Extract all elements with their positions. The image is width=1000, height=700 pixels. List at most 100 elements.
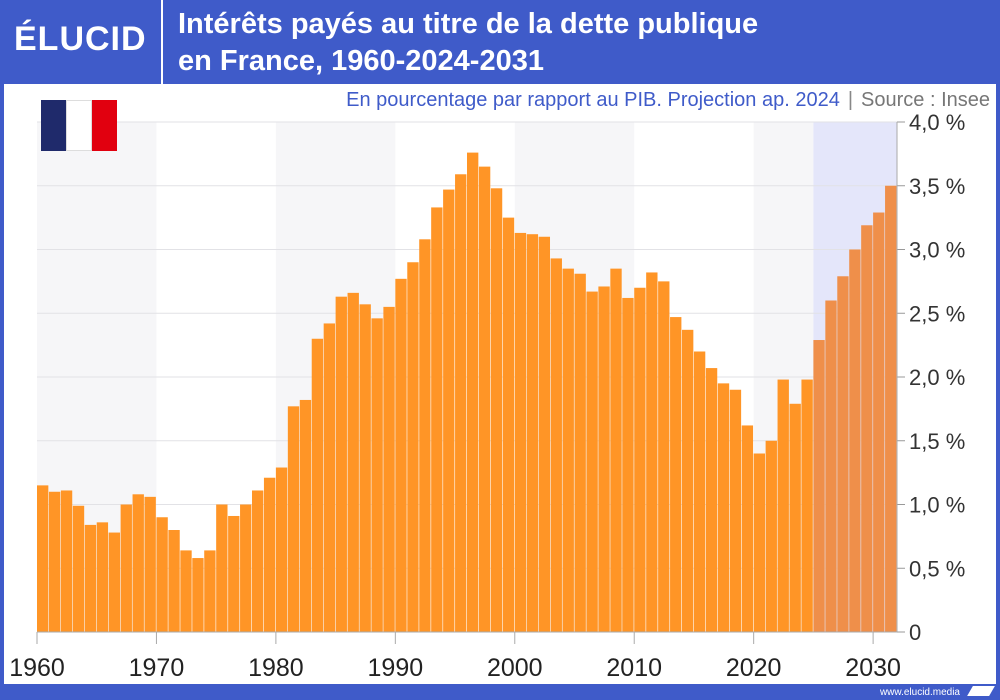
title-line-2: en France, 1960-2024-2031 [178, 45, 544, 77]
bar-1981 [287, 406, 300, 632]
x-tick-label: 1990 [368, 654, 424, 682]
chart-title: Intérêts payés au titre de la dette publ… [178, 6, 758, 80]
bar-2031 [885, 185, 897, 632]
bar-2003 [550, 258, 562, 632]
bar-1968 [132, 494, 144, 632]
bar-1967 [120, 504, 132, 632]
bar-2008 [610, 268, 622, 632]
x-tick-label: 1960 [9, 654, 65, 682]
bar-2017 [717, 383, 730, 632]
bar-1986 [347, 292, 359, 632]
bar-1971 [168, 530, 180, 632]
bar-2025 [813, 340, 825, 632]
x-tick-label: 2030 [845, 654, 901, 682]
bar-2009 [622, 297, 634, 632]
y-tick-label: 4,0 % [909, 110, 965, 135]
bar-1972 [180, 550, 192, 632]
bar-1977 [240, 504, 252, 632]
bar-1991 [407, 262, 419, 632]
bar-1982 [299, 399, 312, 632]
bar-1978 [252, 490, 264, 632]
flag-white [65, 100, 93, 151]
bar-1961 [48, 491, 61, 632]
bar-1973 [192, 558, 204, 632]
bar-2029 [861, 225, 873, 632]
subtitle-text: En pourcentage par rapport au PIB. Proje… [346, 89, 840, 111]
flag-blue [41, 100, 66, 151]
bar-1965 [96, 522, 109, 632]
bar-2000 [514, 232, 527, 633]
bar-1996 [467, 152, 479, 632]
x-tick-label: 2020 [726, 654, 782, 682]
bar-1974 [204, 550, 216, 632]
bar-2019 [741, 425, 754, 632]
bar-1994 [443, 189, 455, 632]
flag-red [92, 100, 118, 151]
bar-2006 [586, 291, 598, 632]
bar-1985 [335, 296, 347, 632]
x-tick-label: 1970 [129, 654, 185, 682]
y-tick-label: 1,0 % [909, 493, 965, 518]
bar-1980 [275, 467, 288, 632]
subtitle-separator: | [847, 89, 854, 111]
bar-1975 [216, 504, 228, 632]
bar-2027 [837, 276, 849, 632]
bar-1963 [72, 505, 85, 632]
bar-1969 [144, 496, 156, 632]
bar-2013 [670, 317, 682, 632]
subtitle: En pourcentage par rapport au PIB. Proje… [346, 89, 990, 112]
source-text: Source : Insee [861, 89, 990, 111]
footer-url[interactable]: www.elucid.media [879, 687, 960, 698]
bar-2022 [777, 379, 789, 632]
bar-2030 [873, 212, 885, 632]
bar-1979 [263, 477, 276, 632]
bar-2011 [646, 272, 658, 632]
bar-1960 [37, 485, 49, 632]
bar-2012 [658, 281, 670, 632]
bar-2015 [693, 351, 706, 632]
bar-2020 [753, 453, 766, 632]
bar-2002 [538, 236, 551, 632]
bar-1995 [455, 174, 467, 632]
bar-1983 [311, 338, 324, 632]
x-tick-label: 2010 [606, 654, 662, 682]
bar-1990 [395, 278, 407, 632]
bar-2005 [574, 273, 586, 632]
x-tick-label: 2000 [487, 654, 543, 682]
bar-2014 [682, 329, 694, 632]
bar-1997 [478, 166, 491, 632]
bar-1964 [84, 524, 97, 632]
bar-2028 [849, 249, 861, 632]
y-tick-label: 3,0 % [909, 238, 965, 263]
y-tick-label: 2,0 % [909, 365, 965, 390]
bar-1988 [371, 318, 383, 632]
bar-1976 [228, 515, 240, 632]
bar-2023 [789, 403, 801, 632]
y-tick-label: 1,5 % [909, 429, 965, 454]
header: ÉLUCID Intérêts payés au titre de la det… [0, 0, 1000, 84]
elucid-logo: ÉLUCID [14, 20, 147, 58]
y-tick-label: 0,5 % [909, 556, 965, 581]
france-flag-icon [41, 100, 118, 151]
bar-2026 [825, 300, 837, 632]
bar-1999 [502, 217, 515, 632]
bar-2007 [598, 286, 610, 632]
bar-1993 [431, 207, 443, 633]
bar-1998 [490, 188, 503, 633]
bar-2021 [765, 440, 777, 632]
y-tick-label: 0 [909, 620, 921, 645]
bar-1984 [323, 323, 336, 632]
bar-1970 [156, 517, 168, 632]
bar-2004 [562, 268, 574, 632]
x-tick-label: 1980 [248, 654, 304, 682]
bar-2010 [634, 287, 646, 632]
bar-1966 [108, 532, 121, 632]
bar-2024 [801, 379, 813, 632]
bar-2018 [729, 389, 742, 632]
bar-1987 [359, 304, 371, 632]
bar-1989 [383, 306, 395, 632]
header-divider [161, 0, 163, 84]
bar-1992 [419, 239, 431, 633]
title-line-1: Intérêts payés au titre de la dette publ… [178, 8, 759, 40]
